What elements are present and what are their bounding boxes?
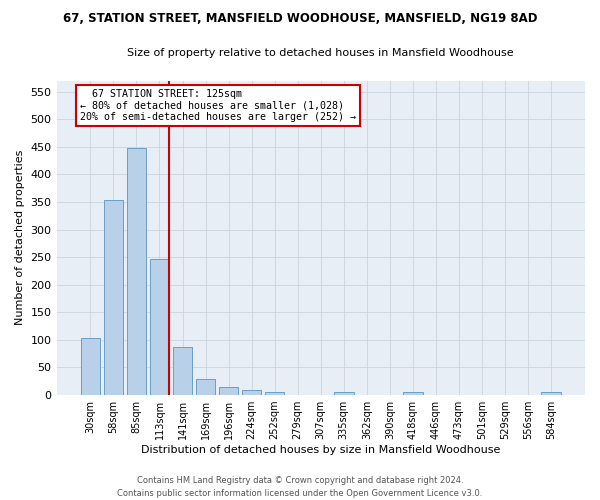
Bar — [242, 390, 262, 395]
Bar — [104, 200, 123, 395]
Bar — [173, 346, 193, 395]
Title: Size of property relative to detached houses in Mansfield Woodhouse: Size of property relative to detached ho… — [127, 48, 514, 58]
Text: 67 STATION STREET: 125sqm
← 80% of detached houses are smaller (1,028)
20% of se: 67 STATION STREET: 125sqm ← 80% of detac… — [80, 89, 356, 122]
Text: 67, STATION STREET, MANSFIELD WOODHOUSE, MANSFIELD, NG19 8AD: 67, STATION STREET, MANSFIELD WOODHOUSE,… — [63, 12, 537, 26]
X-axis label: Distribution of detached houses by size in Mansfield Woodhouse: Distribution of detached houses by size … — [141, 445, 500, 455]
Bar — [196, 378, 215, 395]
Bar — [541, 392, 561, 395]
Bar — [80, 338, 100, 395]
Bar — [219, 388, 238, 395]
Bar — [334, 392, 353, 395]
Bar — [127, 148, 146, 395]
Bar — [265, 392, 284, 395]
Y-axis label: Number of detached properties: Number of detached properties — [15, 150, 25, 326]
Text: Contains HM Land Registry data © Crown copyright and database right 2024.
Contai: Contains HM Land Registry data © Crown c… — [118, 476, 482, 498]
Bar — [403, 392, 423, 395]
Bar — [149, 260, 169, 395]
